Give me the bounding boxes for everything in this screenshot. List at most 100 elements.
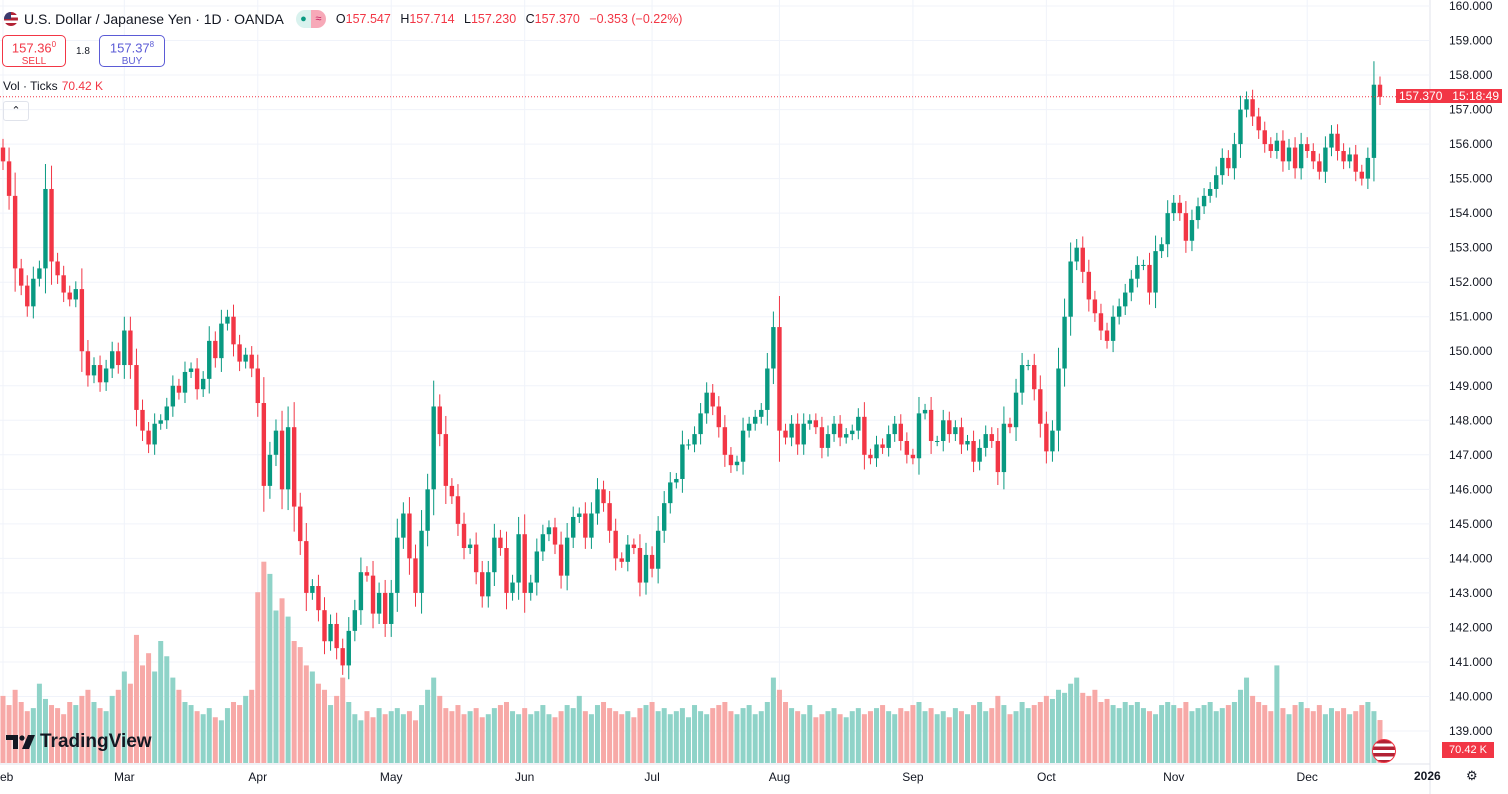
us-flag-icon[interactable] [1372,739,1396,763]
candle-body [1025,365,1031,367]
candle-body [1013,392,1019,428]
candle-body [1129,278,1134,293]
candle-body [389,592,394,624]
candle-body [431,406,436,490]
volume-bar [437,695,443,763]
candle-body [437,406,442,435]
candle-body [613,530,618,559]
candle-body [152,423,157,445]
candle-body [516,534,521,583]
candle-body [128,330,133,366]
volume-bar [1055,689,1061,763]
tradingview-logo[interactable]: TradingView [6,731,152,753]
candle-body [352,610,358,631]
volume-bar [740,708,746,763]
volume-bar [770,677,776,763]
candle-body [1268,144,1274,151]
volume-bar [540,705,546,763]
symbol-title[interactable]: U.S. Dollar / Japanese Yen · 1D · OANDA [24,11,284,27]
candle-body [419,530,424,593]
candle-body [370,575,376,614]
candle-body [710,392,715,407]
candle-body [1232,144,1237,169]
candle-body [279,430,285,490]
volume-bar [1262,705,1268,763]
volume-bar [1244,677,1250,763]
volume-bar [224,708,230,763]
candle-body [728,454,734,466]
candle-body [698,413,703,435]
volume-bar [1092,689,1098,763]
volume-bar [1007,714,1013,763]
candle-body [874,444,879,459]
volume-bar [1171,705,1177,763]
y-tick-label: 144.000 [1449,551,1493,565]
volume-bar [273,610,279,763]
volume-bar [212,717,218,763]
candle-body [249,354,254,369]
volume-bar [643,705,649,763]
volume-bar [625,711,631,763]
candle-body [12,195,18,269]
volume-bar [546,714,552,763]
volume-bar [807,705,813,763]
status-pill[interactable]: ● ≈ [295,10,326,28]
candle-body [1226,157,1231,169]
candle-body [1183,213,1189,241]
candle-body [310,586,315,593]
collapse-legend-button[interactable]: ⌃ [3,101,29,121]
volume-bar [36,683,42,763]
candle-body [243,354,248,362]
settings-icon[interactable]: ⚙ [1466,768,1478,783]
sell-button[interactable]: 157.360 SELL [2,35,66,67]
volume-bar [880,705,886,763]
candle-body [407,513,412,559]
last-price-label: 157.370 15:18:49 [1396,89,1502,103]
volume-bar [249,689,255,763]
candle-body [328,623,333,642]
candle-body [91,365,97,376]
volume-bar [1268,711,1274,763]
volume-bar [758,711,764,763]
candle-body [103,368,109,383]
volume-bar [649,702,655,763]
y-tick-label: 156.000 [1449,137,1493,151]
volume-bar [710,708,716,763]
volume-bar [1219,708,1225,763]
candle-body [443,434,449,486]
volume-bar [789,708,795,763]
volume-bar [995,695,1001,763]
y-tick-label: 148.000 [1449,413,1493,427]
candle-body [746,423,752,431]
volume-bar [843,717,849,763]
candle-body [346,630,351,666]
volume-bar [552,717,558,763]
buy-button[interactable]: 157.378 BUY [99,35,165,67]
volume-bar [1116,708,1122,763]
volume-bar [849,711,855,763]
candle-body [1032,365,1037,390]
candle-body [1068,261,1073,317]
y-tick-label: 150.000 [1449,344,1493,358]
candle-body [916,413,922,459]
candle-body [25,285,30,307]
candle-body [1214,175,1219,189]
volume-legend: Vol · Ticks 70.42 K [3,79,104,93]
volume-bar [1322,714,1328,763]
candle-body [843,434,849,438]
volume-bar [861,714,867,763]
volume-bar [528,714,534,763]
candle-body [255,368,260,404]
volume-bar [685,717,691,763]
candle-body [1286,147,1292,162]
volume-bar [55,708,61,763]
volume-bar [1280,708,1286,763]
candle-body [777,327,782,431]
volume-bar [570,708,576,763]
candle-body [892,423,897,435]
candle-body [401,513,406,538]
candle-body [1086,271,1092,300]
volume-bar [1146,711,1152,763]
volume-bar [661,708,667,763]
